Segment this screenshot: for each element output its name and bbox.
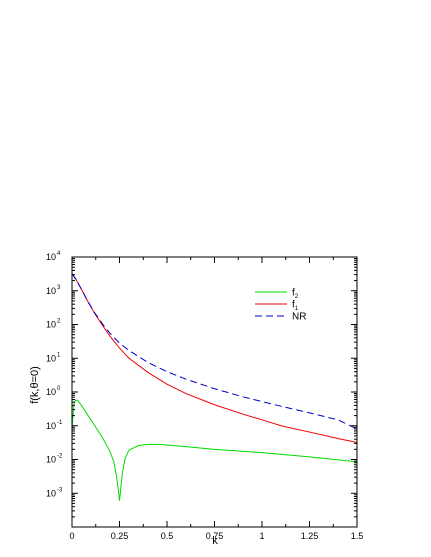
plot-frame [71, 256, 358, 528]
y-tick-label: 10 [46, 455, 56, 465]
y-tick-label: 10 [46, 252, 56, 262]
legend-label: f1 [292, 300, 299, 313]
y-tick-label: 10 [46, 320, 56, 330]
y-tick-label: 10 [46, 286, 56, 296]
x-tick-label: 0 [69, 531, 74, 541]
legend-label: f2 [292, 288, 299, 301]
series-line-f2 [72, 399, 357, 501]
legend-label: NR [292, 312, 306, 323]
x-tick-label: 1.5 [351, 531, 364, 541]
x-tick-label: 0.5 [161, 531, 174, 541]
x-tick-label: 0.75 [206, 531, 224, 541]
x-axis-title: k [212, 535, 218, 547]
y-tick-label: 10 [46, 488, 56, 498]
x-tick-label: 0.25 [111, 531, 129, 541]
y-tick-exponent: 3 [57, 285, 61, 291]
plot-area [72, 273, 357, 501]
series-line-nr [72, 273, 357, 430]
x-tick-label: 1 [259, 531, 264, 541]
y-tick-exponent: 2 [57, 319, 61, 325]
y-tick-exponent: -3 [57, 487, 63, 493]
y-tick-exponent: 4 [57, 251, 61, 257]
x-tick-label: 1.25 [301, 531, 319, 541]
y-tick-label: 10 [46, 421, 56, 431]
series-line-f1 [72, 273, 357, 443]
y-tick-exponent: -1 [57, 420, 63, 426]
y-tick-exponent: 1 [57, 352, 61, 358]
y-axis-title: f(k,θ=0) [29, 366, 41, 404]
y-tick-exponent: 0 [57, 386, 61, 392]
y-tick-label: 10 [46, 353, 56, 363]
y-tick-label: 10 [46, 387, 56, 397]
y-tick-exponent: -2 [57, 454, 63, 460]
